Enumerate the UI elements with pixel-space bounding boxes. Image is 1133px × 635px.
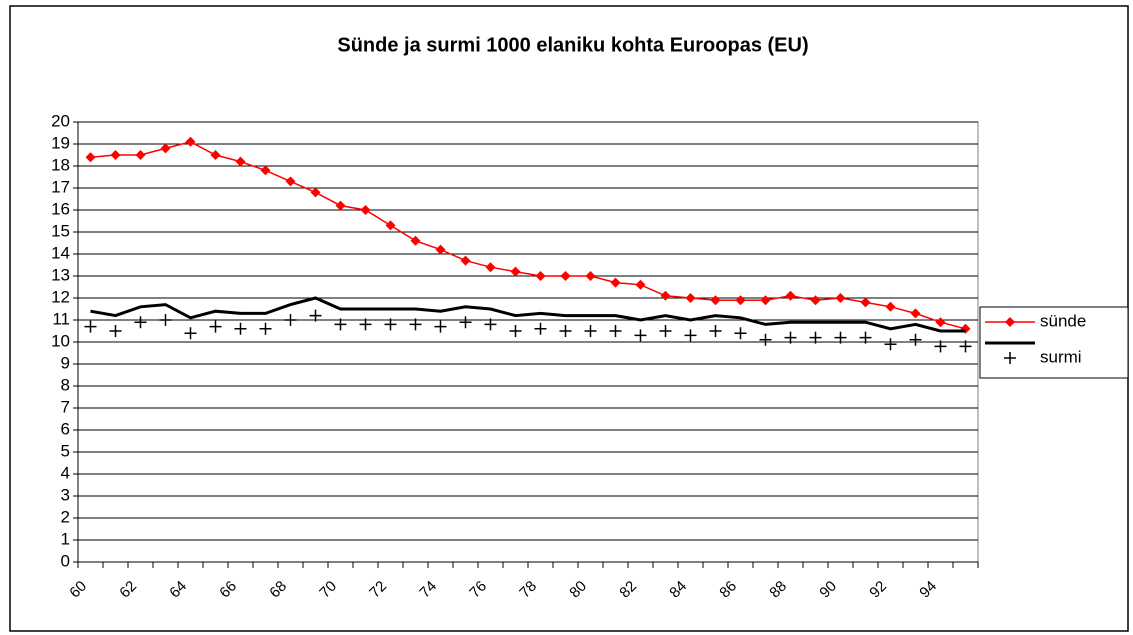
marker [659, 325, 672, 337]
y-tick-label: 20 [51, 111, 70, 130]
marker [685, 293, 696, 303]
marker [635, 279, 646, 290]
marker [185, 136, 196, 147]
y-tick-label: 3 [61, 485, 70, 504]
y-tick-label: 6 [61, 419, 70, 438]
y-tick-label: 10 [51, 331, 70, 350]
marker [184, 327, 197, 340]
marker [109, 325, 122, 337]
marker [760, 295, 771, 306]
marker [934, 340, 947, 353]
marker [310, 187, 321, 198]
y-tick-label: 1 [61, 529, 70, 548]
marker [610, 277, 621, 288]
marker [809, 331, 822, 344]
marker [534, 322, 547, 335]
y-tick-label: 5 [61, 441, 70, 460]
marker [335, 200, 346, 211]
marker [935, 317, 946, 328]
y-tick-label: 18 [51, 155, 70, 174]
marker [234, 322, 247, 335]
marker [334, 318, 347, 331]
marker [484, 318, 497, 331]
marker [409, 318, 422, 331]
marker [560, 271, 571, 281]
marker [709, 325, 722, 337]
marker [784, 331, 797, 344]
marker [134, 316, 147, 329]
marker [860, 297, 871, 308]
marker [460, 255, 471, 266]
y-tick-label: 4 [61, 463, 70, 482]
marker [284, 314, 297, 326]
marker [260, 165, 271, 176]
marker [835, 293, 846, 303]
legend-label: sünde [1040, 311, 1086, 330]
marker [485, 262, 496, 273]
marker [910, 308, 921, 319]
y-tick-label: 9 [61, 353, 70, 372]
marker [834, 331, 847, 344]
marker [510, 266, 521, 277]
y-tick-label: 0 [61, 551, 70, 570]
marker [435, 244, 446, 255]
marker [85, 152, 96, 163]
marker [110, 150, 121, 160]
y-tick-label: 2 [61, 507, 70, 526]
marker [309, 309, 322, 322]
marker [684, 329, 697, 342]
marker [135, 150, 146, 160]
y-tick-label: 13 [51, 265, 70, 284]
y-tick-label: 14 [51, 243, 70, 262]
marker [459, 316, 472, 329]
marker [759, 333, 772, 346]
marker [1005, 317, 1015, 327]
y-tick-label: 19 [51, 133, 70, 152]
marker [584, 325, 597, 337]
marker [385, 220, 396, 231]
marker [609, 325, 622, 337]
marker [360, 205, 371, 215]
marker [660, 290, 671, 301]
marker [410, 235, 421, 246]
marker [909, 333, 922, 346]
marker [535, 271, 546, 281]
marker [210, 150, 221, 160]
marker [734, 327, 747, 340]
marker [634, 329, 647, 342]
marker [285, 176, 296, 187]
marker [434, 320, 447, 333]
y-tick-label: 15 [51, 221, 70, 240]
marker [859, 331, 872, 344]
marker [160, 143, 171, 154]
marker [235, 156, 246, 167]
marker [559, 325, 572, 337]
legend-label: surmi [1040, 347, 1082, 366]
marker [259, 322, 272, 335]
marker [959, 340, 972, 353]
y-tick-label: 7 [61, 397, 70, 416]
marker [735, 295, 746, 306]
y-tick-label: 16 [51, 199, 70, 218]
y-tick-label: 8 [61, 375, 70, 394]
marker [209, 320, 222, 333]
marker [885, 301, 896, 312]
marker [359, 318, 372, 331]
marker [84, 320, 97, 333]
y-tick-label: 17 [51, 177, 70, 196]
marker [1004, 352, 1016, 364]
marker [159, 314, 172, 326]
marker [710, 295, 721, 306]
marker [785, 290, 796, 301]
marker [384, 318, 397, 331]
marker [585, 271, 596, 281]
y-tick-label: 12 [51, 287, 70, 306]
marker [810, 295, 821, 306]
marker [509, 325, 522, 337]
series-line [90, 296, 966, 333]
chart-title: Sünde ja surmi 1000 elaniku kohta Euroop… [337, 34, 808, 56]
marker [884, 338, 897, 351]
y-tick-label: 11 [52, 309, 70, 328]
